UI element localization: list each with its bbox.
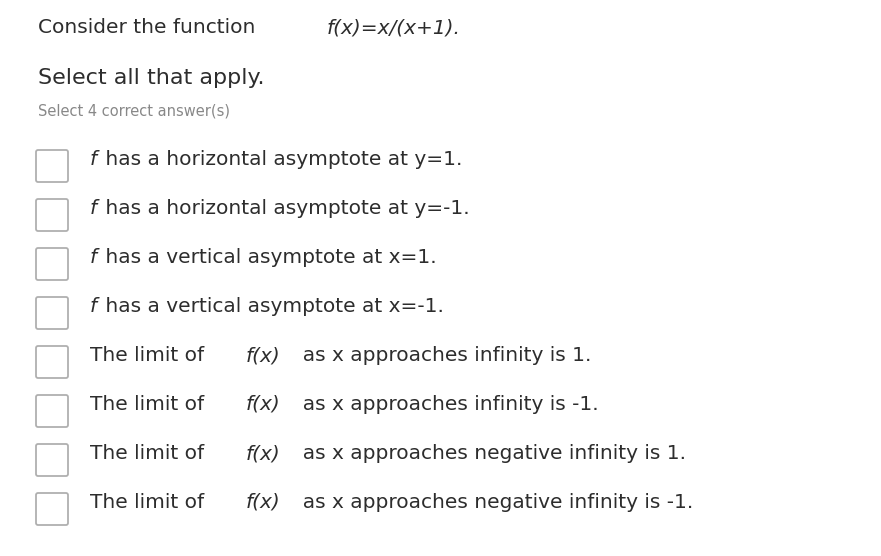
- Text: as x approaches infinity is -1.: as x approaches infinity is -1.: [291, 395, 599, 414]
- FancyBboxPatch shape: [36, 199, 68, 231]
- FancyBboxPatch shape: [36, 150, 68, 182]
- FancyBboxPatch shape: [36, 493, 68, 525]
- Text: f(x): f(x): [246, 444, 280, 463]
- FancyBboxPatch shape: [36, 248, 68, 280]
- Text: has a vertical asymptote at x=1.: has a vertical asymptote at x=1.: [100, 248, 437, 267]
- FancyBboxPatch shape: [36, 297, 68, 329]
- Text: f(x): f(x): [246, 493, 280, 512]
- Text: Select 4 correct answer(s): Select 4 correct answer(s): [38, 104, 230, 119]
- Text: as x approaches negative infinity is 1.: as x approaches negative infinity is 1.: [291, 444, 686, 463]
- Text: The limit of: The limit of: [90, 444, 211, 463]
- Text: f: f: [90, 199, 97, 218]
- Text: as x approaches infinity is 1.: as x approaches infinity is 1.: [291, 346, 592, 365]
- Text: The limit of: The limit of: [90, 395, 211, 414]
- Text: f(x): f(x): [246, 346, 280, 365]
- FancyBboxPatch shape: [36, 346, 68, 378]
- Text: has a vertical asymptote at x=-1.: has a vertical asymptote at x=-1.: [100, 297, 444, 316]
- Text: f: f: [90, 150, 97, 169]
- FancyBboxPatch shape: [36, 444, 68, 476]
- Text: The limit of: The limit of: [90, 493, 211, 512]
- Text: Consider the function: Consider the function: [38, 18, 262, 37]
- Text: as x approaches negative infinity is -1.: as x approaches negative infinity is -1.: [291, 493, 693, 512]
- Text: f: f: [90, 248, 97, 267]
- Text: Select all that apply.: Select all that apply.: [38, 68, 264, 88]
- Text: has a horizontal asymptote at y=-1.: has a horizontal asymptote at y=-1.: [100, 199, 470, 218]
- Text: f(x)=x/(x+1).: f(x)=x/(x+1).: [327, 18, 461, 37]
- Text: The limit of: The limit of: [90, 346, 211, 365]
- Text: has a horizontal asymptote at y=1.: has a horizontal asymptote at y=1.: [100, 150, 463, 169]
- Text: f(x): f(x): [246, 395, 280, 414]
- FancyBboxPatch shape: [36, 395, 68, 427]
- Text: f: f: [90, 297, 97, 316]
